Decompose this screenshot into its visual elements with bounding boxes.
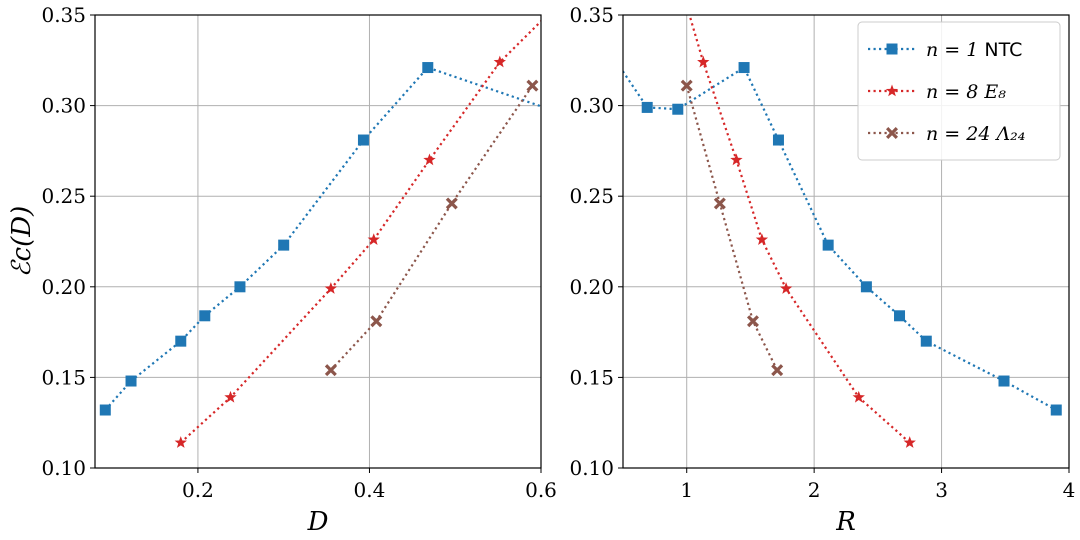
data-point xyxy=(680,79,693,92)
gridlines xyxy=(95,14,542,469)
data-point xyxy=(755,233,769,245)
data-point xyxy=(920,335,932,347)
legend-marker xyxy=(886,127,898,139)
plot-area xyxy=(99,19,555,448)
data-point xyxy=(894,310,906,322)
y-tick-label: 0.10 xyxy=(41,456,86,480)
legend-label: n = 1 NTC xyxy=(926,39,1022,61)
data-point xyxy=(771,364,784,377)
series-3 xyxy=(324,79,539,377)
y-tick-label: 0.30 xyxy=(41,94,86,118)
legend-marker xyxy=(885,84,899,97)
plot-area xyxy=(623,15,1062,448)
data-point xyxy=(422,62,434,74)
data-point xyxy=(367,233,380,245)
series-2 xyxy=(174,19,541,448)
data-point xyxy=(278,239,290,251)
data-point xyxy=(224,390,237,403)
data-point xyxy=(99,404,111,416)
data-point xyxy=(493,55,507,68)
y-tick-label: 0.10 xyxy=(569,456,614,480)
x-tick-label: 3 xyxy=(935,478,948,502)
legend-label-name: E₈ xyxy=(983,81,1006,103)
data-point xyxy=(324,364,337,377)
data-point xyxy=(199,310,211,322)
y-tick-label: 0.35 xyxy=(41,3,86,27)
legend-entry: n = 8 E₈ xyxy=(868,81,1006,103)
series-line xyxy=(685,85,779,371)
data-point xyxy=(1050,404,1062,416)
x-axis-label: R xyxy=(835,507,856,537)
y-tick-label: 0.15 xyxy=(41,365,86,389)
y-tick-label: 0.20 xyxy=(41,275,86,299)
data-point xyxy=(357,134,369,146)
y-tick-label: 0.20 xyxy=(569,275,614,299)
data-point xyxy=(423,153,436,166)
series-1 xyxy=(99,62,555,416)
data-point xyxy=(324,282,338,294)
y-tick-label: 0.25 xyxy=(569,184,614,208)
data-point xyxy=(738,62,750,74)
series-line xyxy=(330,85,534,371)
series-1 xyxy=(623,62,1062,416)
data-point xyxy=(852,390,865,403)
data-point xyxy=(860,281,872,293)
data-point xyxy=(697,55,710,68)
axes-frame xyxy=(622,14,1070,469)
data-point xyxy=(998,375,1010,387)
data-point xyxy=(779,282,793,294)
legend-label: n = 8 E₈ xyxy=(926,81,1006,103)
data-point xyxy=(746,315,759,328)
data-point xyxy=(730,153,743,166)
data-point xyxy=(672,103,684,115)
ticks: 0.2 0.4 0.6 0.10 0.15 0.20 0.25 0.30 0.35 xyxy=(41,3,556,502)
data-point xyxy=(772,134,784,146)
x-tick-label: 0.4 xyxy=(354,478,386,502)
data-point xyxy=(370,315,383,328)
legend-marker xyxy=(886,43,898,55)
legend-entry: n = 1 NTC xyxy=(868,39,1022,61)
data-point xyxy=(174,436,187,448)
legend-label: n = 24 Λ₂₄ xyxy=(926,123,1025,145)
legend-box xyxy=(857,21,1061,161)
data-point xyxy=(445,197,458,210)
ticks: 1 2 3 4 0.10 0.15 0.20 0.25 0.30 0.35 xyxy=(569,3,1075,502)
data-point xyxy=(822,239,834,251)
data-point xyxy=(641,101,653,113)
data-point xyxy=(234,281,246,293)
left-panel: 0.2 0.4 0.6 0.10 0.15 0.20 0.25 0.30 0.35 D ℰc(D) xyxy=(7,3,557,537)
series-line xyxy=(104,66,541,411)
data-point xyxy=(903,436,916,448)
data-point xyxy=(526,79,539,92)
legend-label-math: n = 24 xyxy=(926,123,996,145)
x-tick-label: 4 xyxy=(1063,478,1076,502)
x-tick-label: 0.2 xyxy=(182,478,214,502)
legend-entry: n = 24 Λ₂₄ xyxy=(868,123,1025,145)
legend-label-name: Λ₂₄ xyxy=(994,123,1025,145)
legend-label-math: n = 8 xyxy=(926,81,984,103)
y-tick-label: 0.30 xyxy=(569,94,614,118)
y-axis-label: ℰc(D) xyxy=(7,206,37,277)
data-point xyxy=(125,375,137,387)
data-point xyxy=(713,197,726,210)
y-tick-label: 0.25 xyxy=(41,184,86,208)
x-tick-label: 2 xyxy=(808,478,821,502)
data-point xyxy=(544,104,555,115)
y-tick-label: 0.35 xyxy=(569,3,614,27)
series-line xyxy=(180,19,541,444)
legend-label-name: NTC xyxy=(984,39,1022,61)
x-tick-label: 0.6 xyxy=(525,478,557,502)
y-tick-label: 0.15 xyxy=(569,365,614,389)
axes-frame xyxy=(94,14,542,469)
series-2 xyxy=(688,15,916,448)
series-3 xyxy=(680,79,784,377)
data-point xyxy=(175,335,187,347)
x-axis-label: D xyxy=(307,507,329,537)
x-tick-label: 1 xyxy=(680,478,693,502)
legend-label-math: n = 1 xyxy=(926,39,984,61)
